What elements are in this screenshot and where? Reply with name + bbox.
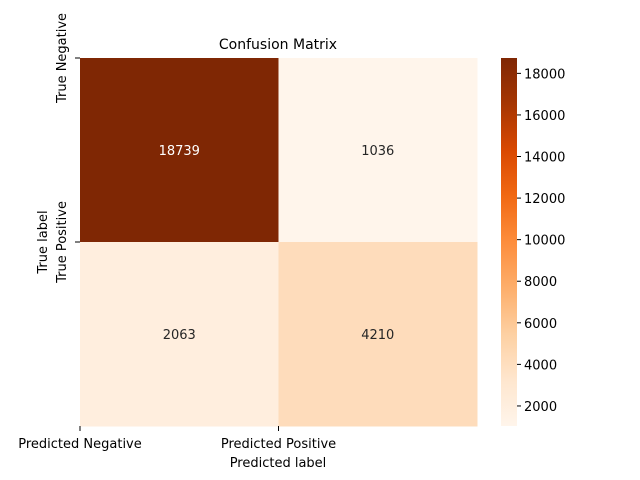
heatmap-cell-labels: 18739 1036 2063 4210 [159, 144, 395, 343]
x-tick-label: Predicted Positive [221, 437, 336, 452]
x-axis-ticks: Predicted Negative Predicted Positive [18, 426, 336, 452]
heatmap-cell [278, 242, 478, 427]
colorbar-tick-label: 8000 [524, 275, 557, 290]
colorbar-tick-label: 4000 [524, 358, 557, 373]
colorbar-tick-label: 12000 [524, 192, 565, 207]
y-axis-label: True label [36, 210, 51, 274]
x-axis-label: Predicted label [230, 456, 327, 471]
colorbar [501, 58, 517, 426]
cell-value-label: 18739 [159, 144, 200, 159]
colorbar-tick-label: 14000 [524, 151, 565, 166]
heatmap-cell [80, 242, 279, 427]
cell-value-label: 4210 [361, 328, 394, 343]
colorbar-tick-label: 10000 [524, 234, 565, 249]
colorbar-tick-label: 16000 [524, 109, 565, 124]
colorbar-tick-label: 2000 [524, 400, 557, 415]
heatmap-cell [80, 58, 279, 243]
x-tick-label: Predicted Negative [18, 437, 142, 452]
heatmap-cells [80, 58, 478, 427]
colorbar-tick-label: 18000 [524, 67, 565, 82]
cell-value-label: 1036 [361, 144, 394, 159]
y-tick-label: True Positive [55, 201, 70, 284]
cell-value-label: 2063 [163, 328, 196, 343]
heatmap-cell [278, 58, 478, 243]
y-tick-label: True Negative [55, 13, 70, 104]
colorbar-tick-label: 6000 [524, 317, 557, 332]
chart-title: Confusion Matrix [219, 37, 337, 53]
colorbar-ticks: 2000 4000 6000 8000 10000 12000 14000 16000 1800… [517, 67, 565, 415]
y-axis-ticks: True Negative True Positive [55, 13, 80, 284]
